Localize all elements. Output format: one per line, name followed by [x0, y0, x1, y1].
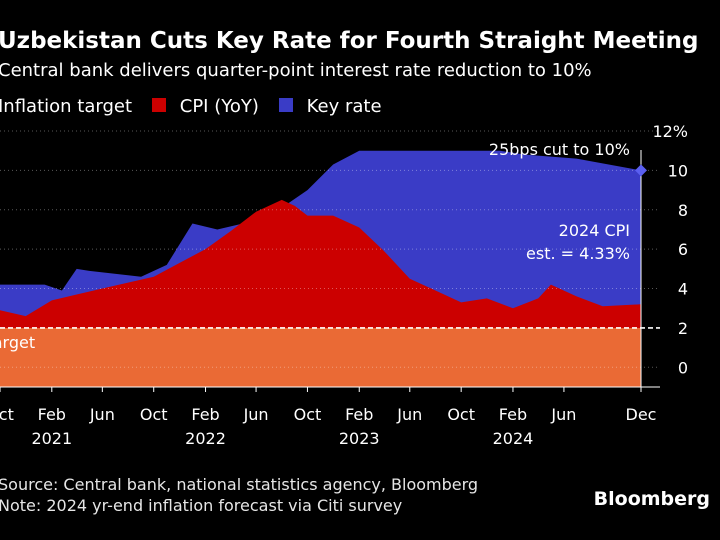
source-line: Source: Central bank, national statistic… — [0, 475, 479, 494]
chart-title: Uzbekistan Cuts Key Rate for Fourth Stra… — [0, 28, 699, 54]
legend: Inflation target CPI (YoY) Key rate — [0, 96, 382, 117]
x-year-label: 2023 — [339, 429, 380, 448]
y-tick-label: 10 — [668, 161, 688, 180]
x-tick-label: Jun — [243, 405, 269, 424]
x-tick-label: Feb — [191, 405, 219, 424]
note-line: Note: 2024 yr-end inflation forecast via… — [0, 496, 403, 515]
x-tick-label: Feb — [499, 405, 527, 424]
key-rate-end-marker — [635, 164, 647, 177]
x-tick-label: Jun — [396, 405, 422, 424]
legend-item-key-rate: Key rate — [259, 96, 382, 117]
y-tick-label: 0 — [678, 358, 688, 377]
x-tick-label: Feb — [38, 405, 66, 424]
y-tick-label: 8 — [678, 201, 688, 220]
annotation-cpi-estimate: 2024 CPI — [559, 221, 630, 240]
legend-label-cpi: CPI (YoY) — [179, 96, 259, 117]
x-tick-label: Oct — [294, 405, 322, 424]
chart-subtitle: Central bank delivers quarter-point inte… — [0, 60, 592, 81]
x-tick-label: Dec — [626, 405, 657, 424]
x-tick-label: Oct — [447, 405, 475, 424]
annotation-rate-cut: 25bps cut to 10% — [489, 140, 630, 159]
x-tick-label: Jun — [89, 405, 115, 424]
x-year-label: 2021 — [31, 429, 72, 448]
y-tick-label: 6 — [678, 240, 688, 259]
x-tick-label: Oct — [140, 405, 168, 424]
y-tick-label: 2 — [678, 319, 688, 338]
legend-label-target: Inflation target — [0, 96, 133, 117]
legend-item-target: Inflation target — [0, 96, 132, 117]
annotation-cpi-estimate: est. = 4.33% — [526, 244, 630, 263]
x-year-label: 2022 — [185, 429, 226, 448]
series-target-area — [0, 327, 641, 387]
annotation-target-label: Inflation target — [0, 333, 35, 352]
x-tick-label: Oct — [0, 405, 14, 424]
legend-swatch-cpi — [152, 98, 167, 112]
y-tick-label: 4 — [678, 280, 688, 299]
x-tick-label: Jun — [550, 405, 576, 424]
y-tick-label: 12% — [652, 122, 688, 141]
legend-item-cpi: CPI (YoY) — [132, 96, 259, 117]
legend-swatch-key-rate — [278, 98, 293, 112]
brand-logo: Bloomberg — [593, 488, 710, 510]
source-note: Source: Central bank, national statistic… — [0, 474, 478, 516]
x-year-label: 2024 — [493, 429, 534, 448]
x-tick-label: Feb — [345, 405, 373, 424]
legend-label-key-rate: Key rate — [306, 96, 382, 117]
